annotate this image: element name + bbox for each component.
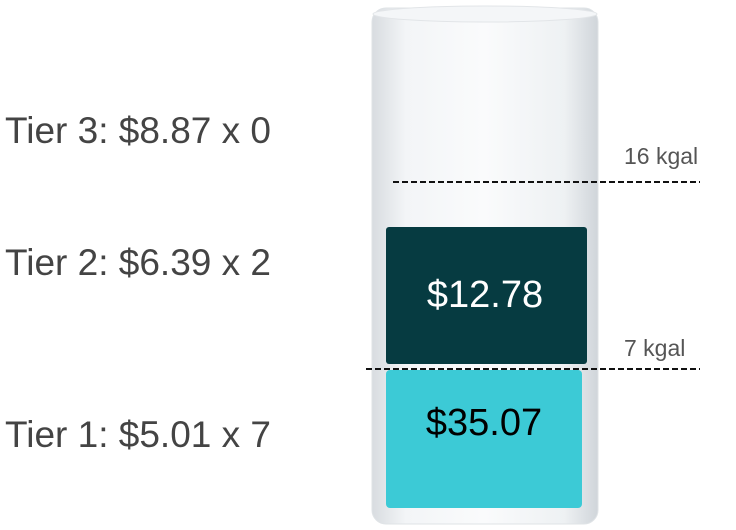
- cylinder-top: [373, 6, 597, 22]
- tier-label: Tier 1: $5.01 x 7: [5, 414, 271, 455]
- tier-amount: $35.07: [426, 402, 542, 444]
- tier-amount: $12.78: [427, 274, 543, 316]
- threshold-label: 7 kgal: [624, 335, 685, 361]
- tier-graphic: Tier 3: $8.87 x 0 Tier 2: $6.39 x 2 Tier…: [0, 0, 736, 530]
- threshold-label: 16 kgal: [624, 143, 698, 169]
- tier-label: Tier 2: $6.39 x 2: [5, 242, 271, 283]
- tier-label: Tier 3: $8.87 x 0: [5, 110, 271, 151]
